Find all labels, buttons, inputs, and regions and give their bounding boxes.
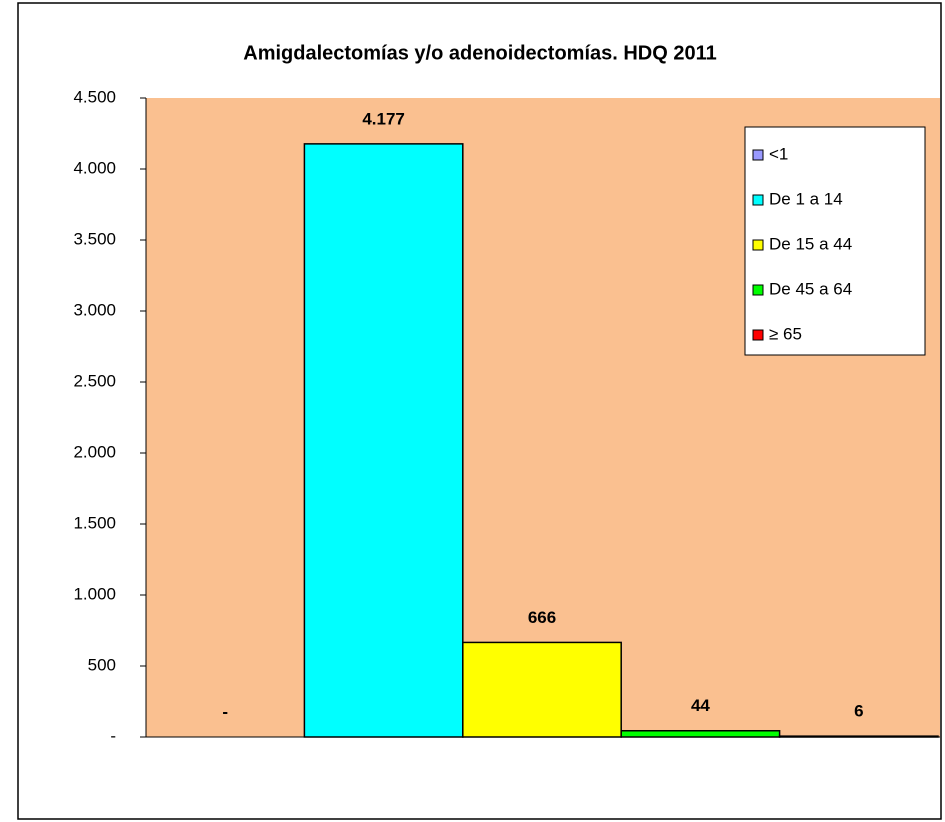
y-tick-label: 3.000 [73,300,116,319]
y-tick-label: 500 [88,655,116,674]
legend-label: De 1 a 14 [769,189,843,208]
legend-swatch [752,284,764,296]
value-label: 6 [854,702,863,721]
y-tick-label: 2.000 [73,442,116,461]
y-tick-label: 2.500 [73,371,116,390]
value-label: 44 [691,696,710,715]
bar [620,730,781,738]
y-tick-label: - [110,726,116,745]
bar [462,641,622,738]
legend-swatch [752,194,764,206]
y-tick-label: 1.500 [73,513,116,532]
legend-label: ≥ 65 [769,324,802,343]
y-tick-label: 4.500 [73,87,116,106]
value-label: - [222,702,228,721]
bar [303,143,464,738]
value-label: 4.177 [362,109,405,128]
y-tick-label: 3.500 [73,229,116,248]
y-tick-label: 4.000 [73,158,116,177]
legend-label: De 15 a 44 [769,234,852,253]
legend-swatch [752,239,764,251]
y-tick-label: 1.000 [73,584,116,603]
legend-box [744,126,926,356]
legend-label: <1 [769,144,788,163]
value-label: 666 [528,608,556,627]
legend-swatch [752,149,764,161]
legend-swatch [752,329,764,341]
chart-title: Amigdalectomías y/o adenoidectomías. HDQ… [243,42,717,64]
legend-label: De 45 a 64 [769,279,852,298]
